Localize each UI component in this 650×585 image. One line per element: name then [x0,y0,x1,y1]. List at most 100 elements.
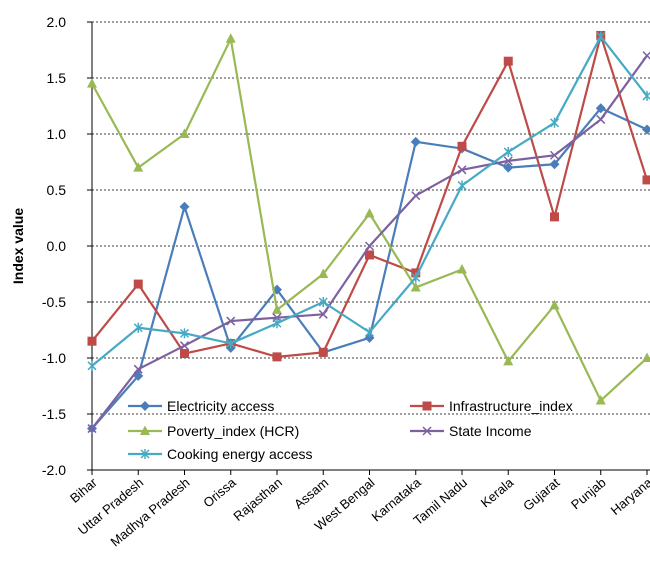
data-point [549,117,560,128]
data-point [133,279,143,289]
data-point [365,250,374,260]
data-point [180,349,189,359]
series-0 [87,103,650,434]
y-tick-label: -1.5 [42,406,66,422]
legend-swatch-marker [422,426,432,436]
y-tick-label: 0.0 [47,238,67,254]
legend-swatch-marker [140,449,150,459]
x-tick-label: Madhya Pradesh [107,475,192,550]
data-point [87,336,97,346]
legend-swatch-marker [140,401,150,411]
data-point [642,175,650,185]
legend-item: Electricity access [128,398,274,414]
data-point [503,156,513,166]
x-tick-label: Kerala [478,474,517,510]
data-point [226,338,236,349]
series-group [87,30,650,434]
data-point [549,159,560,170]
data-point [595,395,606,405]
series-line [91,35,648,367]
x-tick-label: Bihar [67,474,100,505]
y-tick-label: -2.0 [42,462,66,478]
series-1 [87,30,650,362]
data-point [503,355,514,366]
x-tick-label: Rajasthan [230,475,284,524]
data-point [87,424,97,434]
data-point [179,128,190,138]
legend-item: Infrastructure_index [410,398,573,414]
series-4 [87,31,650,371]
data-point [364,208,375,218]
series-line [91,107,648,430]
data-point [411,272,421,283]
legend-item: Poverty_index (HCR) [128,423,299,439]
legend-item: State Income [410,423,532,439]
data-point [133,364,143,374]
data-point [87,360,97,371]
legend-label: Poverty_index (HCR) [167,423,299,439]
data-point [226,316,236,326]
data-point [596,31,606,42]
data-point [318,309,328,319]
x-tick-label: Gujarat [520,475,563,514]
data-point [595,103,606,114]
legend-swatch-marker [422,401,432,411]
y-tick-label: 1.5 [47,70,67,86]
legend-label: Infrastructure_index [449,398,573,414]
data-point [642,51,650,61]
y-tick-label: 0.5 [47,182,67,198]
data-point [225,33,236,43]
x-tick-label: Punjab [568,475,609,513]
series-2 [87,33,650,405]
data-point [596,114,606,124]
data-point [503,162,514,173]
series-line [91,34,649,358]
data-point [364,327,375,338]
legend-swatch-marker [140,425,150,435]
data-point [457,141,467,151]
data-point [642,90,650,101]
data-point [549,299,560,310]
y-tick-label: -0.5 [42,294,66,310]
data-point [642,124,650,135]
data-point [318,297,328,307]
data-point [411,191,421,201]
data-point [318,347,328,357]
y-tick-labels: 2.0 1.5 1.0 0.5 0.0 -0.5 -1.0 -1.5 -2.0 [42,14,92,478]
y-tick-label: 2.0 [47,14,67,30]
data-point [503,146,513,157]
data-point [272,304,282,314]
series-line [91,37,648,402]
data-point [318,268,329,278]
y-tick-label: -1.0 [42,350,66,366]
legend-label: State Income [449,423,532,439]
legend: Electricity access Infrastructure_index Po… [128,398,573,462]
legend-label: Cooking energy access [167,446,313,462]
series-3 [87,51,650,434]
data-point [549,150,560,160]
x-tick-label: Orissa [200,474,239,510]
data-point [503,56,513,66]
data-point [179,328,190,339]
data-point [410,281,421,292]
data-point [272,352,282,362]
data-point [364,241,375,251]
data-point [87,78,97,88]
data-point [179,201,190,212]
data-point [133,322,143,333]
data-point [457,165,467,175]
data-point [179,341,190,351]
y-axis-title: Index value [10,208,26,284]
x-tick-label: Assam [291,475,331,512]
data-point [642,352,650,362]
legend-label: Electricity access [167,398,274,414]
data-point [410,136,421,147]
data-point [457,264,467,274]
data-point [550,212,559,222]
x-tick-label: Haryana [608,474,650,518]
data-point [457,180,467,191]
data-point [272,318,282,329]
y-tick-label: 1.0 [47,126,67,142]
